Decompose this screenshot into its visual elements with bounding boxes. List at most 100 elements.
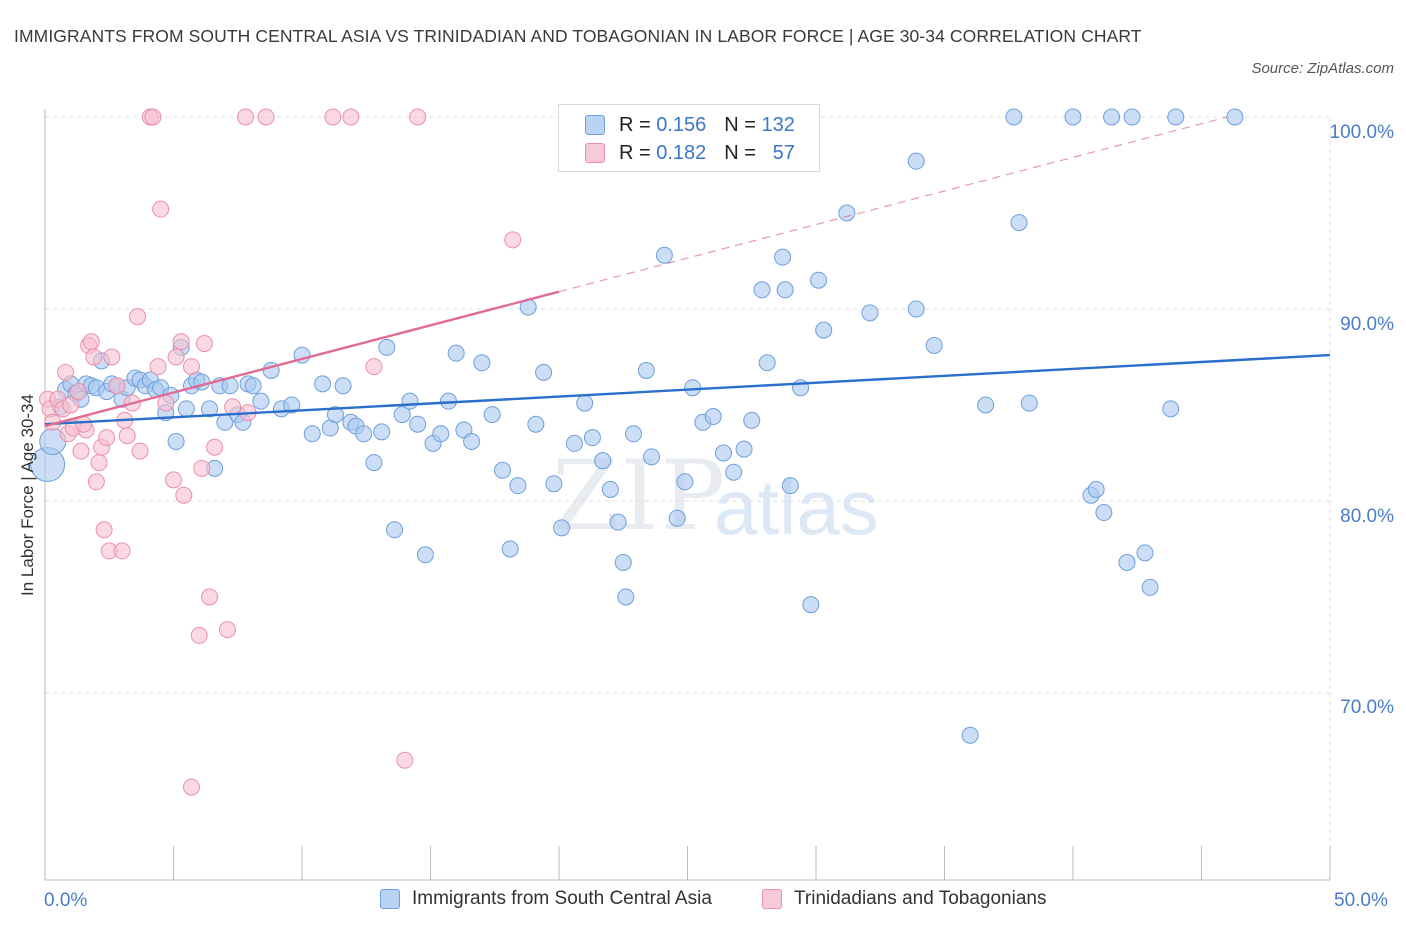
trendline-south-central-asia: [44, 353, 1331, 426]
point-trinidadians: [365, 358, 383, 376]
point-south-central-asia: [1010, 214, 1028, 232]
point-south-central-asia: [753, 281, 771, 299]
point-south-central-asia: [501, 540, 519, 558]
point-south-central-asia: [545, 475, 563, 493]
legend-n-label-blue: N =: [724, 113, 756, 136]
point-south-central-asia: [283, 396, 301, 414]
point-south-central-asia: [594, 452, 612, 470]
point-trinidadians: [167, 348, 185, 366]
point-trinidadians: [57, 363, 75, 381]
point-south-central-asia: [1136, 544, 1154, 562]
point-trinidadians: [342, 108, 360, 126]
point-south-central-asia: [565, 434, 583, 452]
legend-label-trinidadians: Trinidadians and Tobagonians: [794, 888, 1047, 909]
point-south-central-asia: [167, 432, 185, 450]
legend-swatch-pink: [585, 143, 605, 163]
point-south-central-asia: [432, 425, 450, 443]
point-south-central-asia: [609, 513, 627, 531]
legend-item-trinidadians[interactable]: Trinidadians and Tobagonians: [762, 888, 1046, 910]
point-south-central-asia: [668, 509, 686, 527]
point-south-central-asia: [714, 444, 732, 462]
point-trinidadians: [200, 588, 218, 606]
point-trinidadians: [157, 394, 175, 412]
point-trinidadians: [149, 358, 167, 376]
point-south-central-asia: [961, 726, 979, 744]
point-south-central-asia: [252, 392, 270, 410]
point-south-central-asia: [1087, 480, 1105, 498]
point-south-central-asia: [838, 204, 856, 222]
point-south-central-asia: [617, 588, 635, 606]
point-trinidadians: [175, 486, 193, 504]
chart-title: IMMIGRANTS FROM SOUTH CENTRAL ASIA VS TR…: [14, 26, 1142, 46]
point-south-central-asia: [365, 454, 383, 472]
point-south-central-asia: [1020, 394, 1038, 412]
point-trinidadians: [144, 108, 162, 126]
x-tick-label-max: 50.0%: [1334, 890, 1388, 911]
x-tick-label-min: 0.0%: [44, 890, 88, 911]
point-trinidadians: [190, 626, 208, 644]
point-south-central-asia: [244, 377, 262, 395]
legend-r-value-blue: 0.156: [656, 113, 707, 136]
legend-r-label-blue: R =: [619, 113, 651, 136]
point-south-central-asia: [1005, 108, 1023, 126]
point-south-central-asia: [758, 354, 776, 372]
point-south-central-asia: [401, 392, 419, 410]
point-south-central-asia: [473, 354, 491, 372]
point-south-central-asia: [907, 300, 925, 318]
point-south-central-asia: [483, 406, 501, 424]
point-south-central-asia: [463, 432, 481, 450]
point-south-central-asia: [614, 553, 632, 571]
point-south-central-asia: [1123, 108, 1141, 126]
y-tick-label-90: 90.0%: [1340, 314, 1394, 335]
point-south-central-asia: [643, 448, 661, 466]
point-south-central-asia: [637, 361, 655, 379]
point-south-central-asia: [810, 271, 828, 289]
point-south-central-asia: [1167, 108, 1185, 126]
point-south-central-asia: [907, 152, 925, 170]
legend-n-value-blue: 132: [761, 113, 795, 136]
source-label: Source: ZipAtlas.com: [1251, 60, 1394, 77]
point-south-central-asia: [576, 394, 594, 412]
point-south-central-asia: [200, 400, 218, 418]
legend-n-label-pink: N =: [724, 141, 756, 164]
legend-row-blue: R = 0.156 N = 132: [585, 112, 795, 138]
point-trinidadians: [218, 621, 236, 639]
point-trinidadians: [504, 231, 522, 249]
legend-label-south-central-asia: Immigrants from South Central Asia: [412, 888, 712, 909]
point-south-central-asia: [861, 304, 879, 322]
trendline-trinidadians: [44, 290, 560, 428]
y-tick-label-70: 70.0%: [1340, 697, 1394, 718]
point-south-central-asia: [1064, 108, 1082, 126]
watermark-atlas: atlas: [714, 463, 879, 551]
point-south-central-asia: [1226, 108, 1244, 126]
y-tick-label-100: 100.0%: [1329, 122, 1394, 143]
point-south-central-asia: [743, 411, 761, 429]
point-south-central-asia: [373, 423, 391, 441]
legend-row-pink: R = 0.182 N = 57: [585, 140, 795, 166]
point-south-central-asia: [802, 596, 820, 614]
point-trinidadians: [182, 778, 200, 796]
y-tick-label-80: 80.0%: [1340, 506, 1394, 527]
point-south-central-asia: [303, 425, 321, 443]
legend-swatch-blue: [585, 115, 605, 135]
point-trinidadians: [129, 308, 147, 326]
watermark-zip: ZIP: [552, 440, 728, 552]
legend-item-south-central-asia[interactable]: Immigrants from South Central Asia: [380, 888, 712, 910]
legend-r-label-pink: R =: [619, 141, 651, 164]
point-south-central-asia: [447, 344, 465, 362]
point-trinidadians: [87, 473, 105, 491]
point-south-central-asia: [1118, 553, 1136, 571]
point-south-central-asia: [1103, 108, 1121, 126]
legend-swatch-trinidadians: [762, 889, 782, 909]
point-trinidadians: [118, 427, 136, 445]
point-trinidadians: [113, 542, 131, 560]
point-south-central-asia: [655, 246, 673, 264]
point-trinidadians: [95, 521, 113, 539]
point-trinidadians: [131, 442, 149, 460]
point-trinidadians: [206, 438, 224, 456]
point-trinidadians: [69, 383, 87, 401]
point-south-central-asia: [704, 408, 722, 426]
point-trinidadians: [195, 335, 213, 353]
point-trinidadians: [152, 200, 170, 218]
point-south-central-asia: [676, 473, 694, 491]
